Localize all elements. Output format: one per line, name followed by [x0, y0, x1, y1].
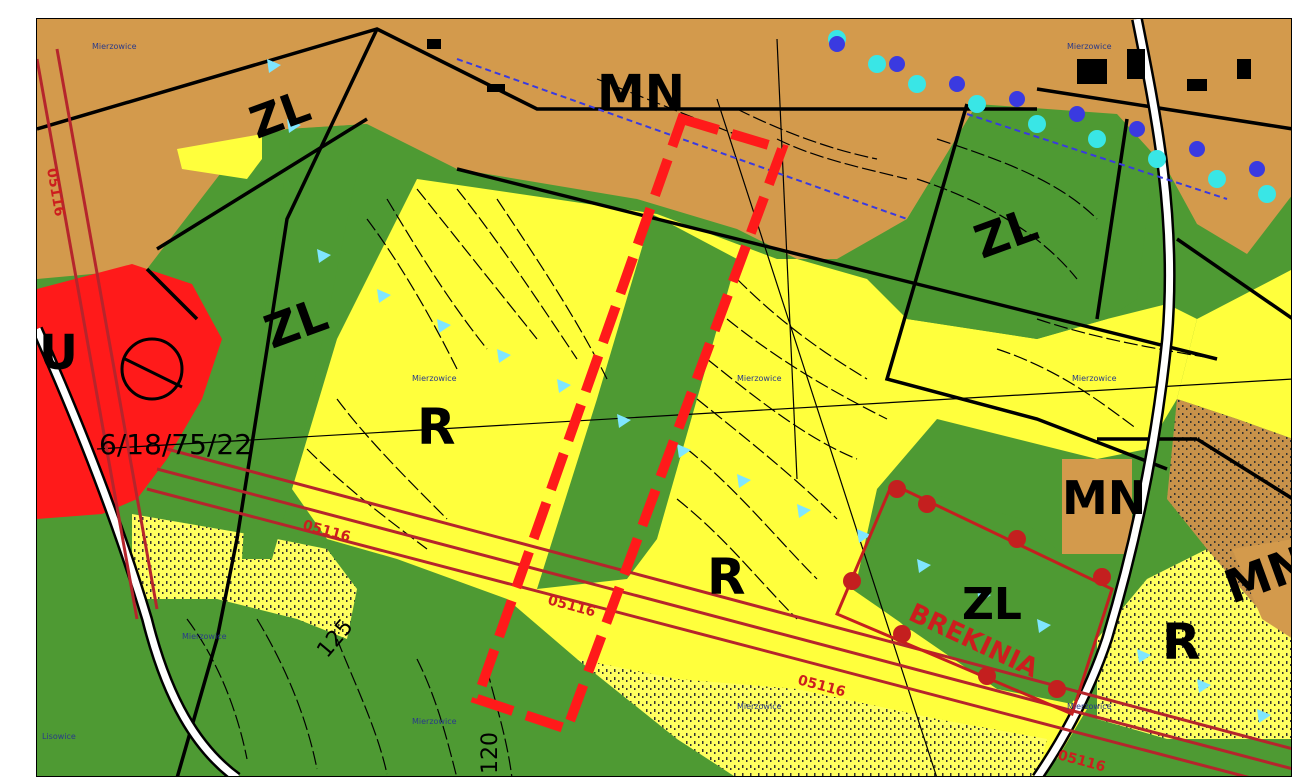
zone-residential-right-mid: [1062, 459, 1132, 554]
zone-pasture-bottom-left: [132, 514, 357, 639]
label-r-right: R: [1162, 613, 1201, 671]
blue-dashed-line-2: [966, 113, 1228, 200]
place-name-mid-right: Mierzowice: [1072, 374, 1117, 383]
label-zl-brekinia: ZL: [962, 579, 1022, 630]
label-mn-top: MN: [597, 65, 685, 121]
label-r-center: R: [417, 398, 456, 456]
zone-forest-strip: [537, 214, 737, 589]
label-mn-right-mid: MN: [1062, 471, 1146, 525]
zone-forest-left: [242, 124, 367, 559]
power-lines: [37, 48, 1291, 776]
land-use-map: MN ZL ZL ZL ZL R R R MN MN U 6/18/75/22 …: [37, 19, 1291, 776]
zone-agricultural-small: [177, 134, 262, 179]
place-name-mid-left: Mierzowice: [412, 374, 457, 383]
utility-points: [828, 30, 1276, 203]
zone-service: [37, 264, 222, 519]
zone-pasture-right: [1097, 549, 1291, 739]
label-u-left: U: [39, 325, 78, 381]
place-name-low-left: Mierzowice: [182, 632, 227, 641]
boundary-lines: [37, 27, 1291, 776]
map-frame: MN ZL ZL ZL ZL R R R MN MN U 6/18/75/22 …: [36, 18, 1292, 777]
study-area-dashed: [470, 112, 789, 736]
zone-pasture-bottom: [577, 659, 1047, 776]
place-name-bottom-left: Lisowice: [42, 732, 76, 741]
buildings: [427, 39, 1251, 92]
parcel-code: 6/18/75/22: [99, 428, 252, 461]
place-name-top-right: Mierzowice: [1067, 42, 1112, 51]
place-name-low-center2: Mierzowice: [737, 702, 782, 711]
place-name-mid-center: Mierzowice: [737, 374, 782, 383]
label-r-middle: R: [707, 548, 746, 606]
zone-forest-right-top: [907, 114, 1152, 339]
place-name-low-right: Mierzowice: [1067, 702, 1112, 711]
circle-symbol: [120, 337, 184, 401]
zone-agricultural-right: [1177, 270, 1291, 439]
place-name-top-left: Mierzowice: [92, 42, 137, 51]
zone-residential-left: [37, 19, 177, 274]
place-name-low-center: Mierzowice: [412, 717, 457, 726]
cyan-markers: [267, 59, 1271, 723]
brekinia-area: [835, 480, 1114, 717]
zone-residential-right-low: [1232, 539, 1291, 638]
contour-label-120: 120: [478, 732, 503, 774]
